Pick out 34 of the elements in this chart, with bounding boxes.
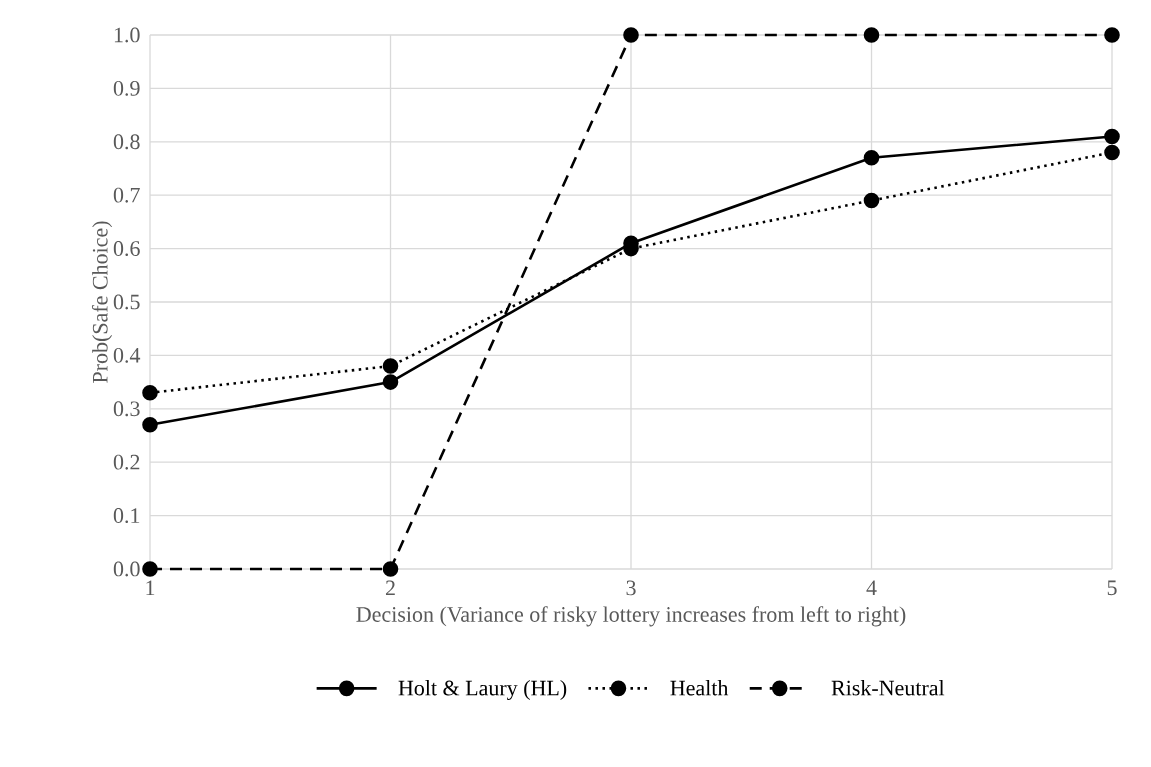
y-tick-label: 0.1 [113,508,140,524]
y-tick-label: 0.6 [113,241,140,257]
point [142,417,158,433]
point [142,561,158,577]
point [382,374,399,390]
point [863,192,880,209]
y-tick-label: 1.0 [114,27,140,43]
x-tick-label: 1 [146,580,155,596]
point [623,27,639,43]
x-tick-label: 4 [866,580,877,595]
y-tick-label: 0.0 [113,561,140,577]
point [1104,128,1120,145]
y-tick-label: 0.9 [113,80,140,96]
x-tick-label: 2 [385,580,395,596]
point [382,561,399,577]
point [382,358,399,374]
y-tick-label: 0.5 [113,294,140,310]
point [1104,27,1120,43]
legend-label: Holt & Laury (HL) [398,679,567,700]
y-tick-label: 0.8 [113,134,140,150]
legend-label: Risk-Neutral [831,679,945,696]
point [1104,144,1120,161]
x-tick-label: 5 [1107,580,1117,596]
point [863,150,880,166]
y-tick-label: 0.3 [113,401,140,417]
y-tick-label: 0.2 [113,454,140,470]
y-tick-label: 0.7 [113,187,140,203]
x-tick-label: 3 [626,580,636,596]
legend-label: Health [670,679,729,696]
y-axis-title: Prob(Safe Choice) [91,221,113,383]
point [142,384,158,401]
y-tick-label: 0.4 [113,347,141,363]
point [863,27,880,43]
x-axis-title: Decision (Variance of risky lottery increases from left to right) [356,606,906,627]
